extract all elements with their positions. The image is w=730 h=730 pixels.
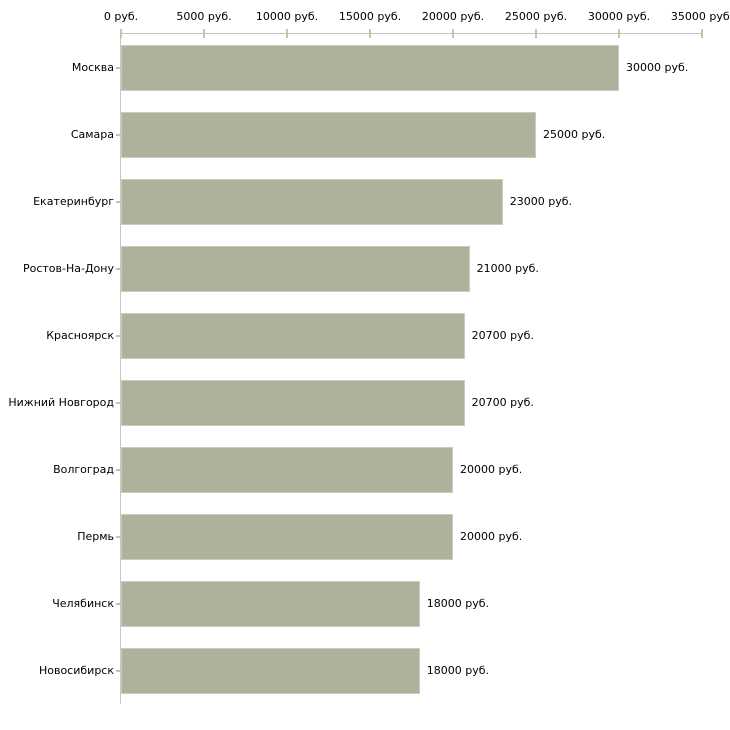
bar-row: Ростов-На-Дону 21000 руб. <box>23 235 702 302</box>
category-label: Челябинск <box>52 597 114 610</box>
bar <box>121 513 453 560</box>
y-tick-mark <box>116 200 121 203</box>
bar <box>121 111 536 158</box>
y-tick-mark <box>116 669 121 672</box>
x-tick-label: 0 руб. <box>103 10 139 23</box>
bar-row: Самара 25000 руб. <box>71 101 702 168</box>
value-label: 21000 руб. <box>476 262 539 275</box>
value-label: 20000 руб. <box>460 530 523 543</box>
category-label: Самара <box>70 128 114 141</box>
x-tick-label: 35000 руб. <box>670 10 730 23</box>
bar-row: Красноярск 20700 руб. <box>46 302 702 369</box>
y-tick-mark <box>116 535 121 538</box>
bar <box>121 312 465 359</box>
y-tick-mark <box>116 133 121 136</box>
bar <box>121 44 619 91</box>
category-label: Москва <box>71 61 114 74</box>
x-tick-label: 30000 руб. <box>587 10 651 23</box>
bar-row: Пермь 20000 руб. <box>77 503 702 570</box>
x-tick-label: 20000 руб. <box>421 10 485 23</box>
bar <box>121 580 420 627</box>
x-tick-mark <box>701 29 703 38</box>
value-label: 20700 руб. <box>471 396 534 409</box>
category-label: Нижний Новгород <box>8 396 114 409</box>
category-label: Пермь <box>77 530 114 543</box>
category-label: Красноярск <box>46 329 114 342</box>
x-tick-label: 25000 руб. <box>504 10 568 23</box>
value-label: 20000 руб. <box>460 463 523 476</box>
value-label: 23000 руб. <box>509 195 573 208</box>
bar-row: Новосибирск 18000 руб. <box>39 637 702 704</box>
x-tick-mark <box>452 29 454 38</box>
bar-row: Москва 30000 руб. <box>72 34 702 101</box>
x-tick-mark <box>535 29 537 38</box>
value-label: 25000 руб. <box>543 128 606 141</box>
value-label: 18000 руб. <box>426 597 490 610</box>
value-label: 30000 руб. <box>626 61 689 74</box>
value-label: 18000 руб. <box>426 664 490 677</box>
y-tick-mark <box>116 401 121 404</box>
bar-row: Челябинск 18000 руб. <box>52 570 702 637</box>
bar-row: Волгоград 20000 руб. <box>53 436 702 503</box>
bar <box>121 178 503 225</box>
y-tick-mark <box>116 468 121 471</box>
category-label: Новосибирск <box>38 664 114 677</box>
y-tick-mark <box>116 66 121 69</box>
x-tick-mark <box>286 29 288 38</box>
x-tick-mark <box>369 29 371 38</box>
value-label: 20700 руб. <box>471 329 534 342</box>
x-tick-label: 15000 руб. <box>338 10 402 23</box>
bar <box>121 446 453 493</box>
bar <box>121 379 465 426</box>
x-tick-mark <box>618 29 620 38</box>
category-label: Екатеринбург <box>33 195 114 208</box>
x-tick-mark <box>203 29 205 38</box>
y-tick-mark <box>116 602 121 605</box>
x-tick-label: 10000 руб. <box>255 10 319 23</box>
bar <box>121 647 420 694</box>
y-tick-mark <box>116 334 121 337</box>
bar <box>121 245 470 292</box>
y-tick-mark <box>116 267 121 270</box>
x-tick-label: 5000 руб. <box>176 10 232 23</box>
plot-area: 0 руб. 5000 руб. 10000 руб. 15000 руб. 20000… <box>8 10 730 704</box>
category-label: Ростов-На-Дону <box>22 262 114 275</box>
bar-rows: Москва 30000 руб. Самара 25000 руб. Екатерин… <box>8 34 702 704</box>
x-axis: 0 руб. 5000 руб. 10000 руб. 15000 руб. 20000… <box>104 10 730 26</box>
x-tick-mark <box>120 29 122 38</box>
bar-row: Нижний Новгород 20700 руб. <box>8 369 702 436</box>
category-label: Волгоград <box>53 463 114 476</box>
bar-row: Екатеринбург 23000 руб. <box>33 168 702 235</box>
